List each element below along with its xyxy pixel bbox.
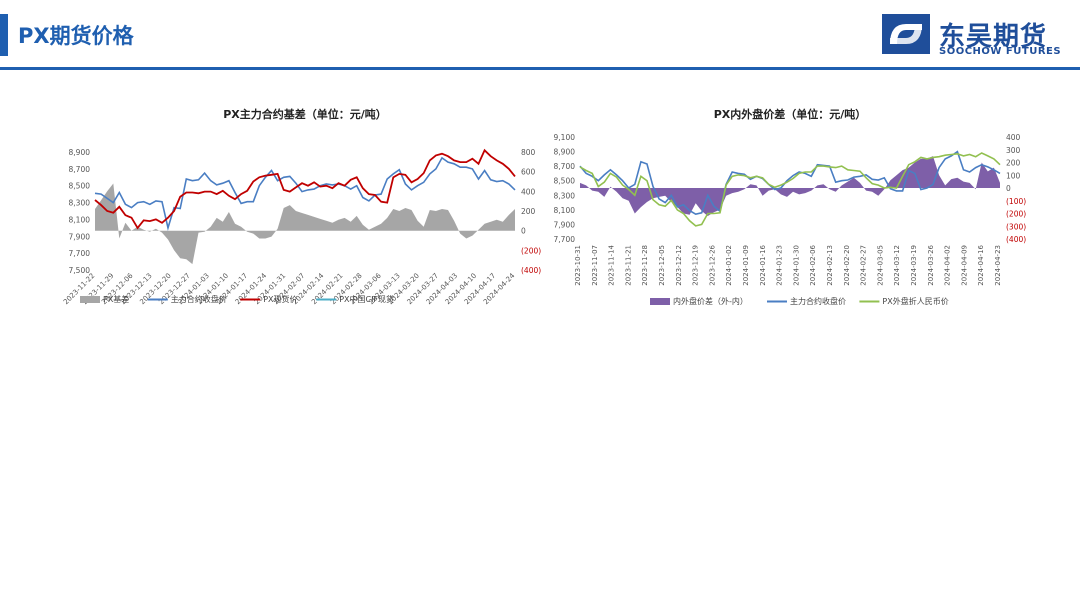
spread-chart-svg: 9,100 8,900 8,700 8,500 8,300 8,100 7,900 7,700… bbox=[554, 133, 1027, 306]
y-left-tick-label: 8,300 bbox=[69, 199, 91, 208]
x-tick-label: 2024-02-13 bbox=[826, 245, 834, 286]
logo-text-cn: 东吴期货 bbox=[939, 22, 1048, 52]
spread-chart: PX内外盘价差（单位：元/吨） 9,100 8,900 8,700 8,500 8,30… bbox=[545, 100, 1035, 315]
legend-label: PX中国CIF现货 bbox=[339, 294, 394, 304]
series-line-1 bbox=[579, 150, 1001, 216]
x-tick-label: 2023-10-31 bbox=[574, 245, 582, 286]
y-right-tick-label: (400) bbox=[521, 266, 541, 275]
y-left-tick-label: 7,900 bbox=[554, 220, 576, 229]
y-right-tick-label: 0 bbox=[521, 227, 526, 236]
x-tick-label: 2024-01-30 bbox=[792, 245, 800, 286]
basis-chart-svg: 8,900 8,700 8,500 8,300 8,100 7,900 7,700 7,500… bbox=[62, 148, 541, 306]
soochow-logo-icon bbox=[882, 14, 930, 54]
x-tick-label: 2024-04-02 bbox=[944, 245, 952, 286]
y-left-tick-label: 8,100 bbox=[69, 215, 91, 224]
logo-text-en: SOOCHOW FUTURES bbox=[939, 46, 1062, 57]
y-right-tick-label: 400 bbox=[521, 187, 536, 196]
x-tick-label: 2024-03-05 bbox=[876, 245, 884, 286]
x-tick-label: 2023-11-14 bbox=[608, 244, 616, 285]
series-line-2 bbox=[94, 148, 516, 230]
x-tick-label: 2023-12-19 bbox=[692, 245, 700, 286]
x-tick-label: 2024-03-12 bbox=[893, 245, 901, 286]
series-line-2 bbox=[579, 152, 1001, 227]
x-tick-label: 2023-11-28 bbox=[641, 245, 649, 286]
x-tick-label: 2024-02-27 bbox=[860, 245, 868, 286]
basis-chart-title: PX主力合约基差（单位：元/吨） bbox=[223, 108, 387, 121]
y-right-tick-label: (100) bbox=[1006, 197, 1026, 206]
page-header: PX期货价格 东吴期货 SOOCHOW FUTURES bbox=[0, 0, 1080, 72]
x-tick-label: 2024-01-09 bbox=[742, 245, 750, 286]
y-right-tick-label: 300 bbox=[1006, 146, 1021, 155]
y-right-tick-label: (200) bbox=[1006, 210, 1026, 219]
y-left-tick-label: 8,100 bbox=[554, 206, 576, 215]
y-left-tick-label: 8,500 bbox=[554, 177, 576, 186]
y-left-tick-label: 8,300 bbox=[554, 191, 576, 200]
legend-label: 内外盘价差（外-内） bbox=[673, 296, 748, 306]
series-area-0 bbox=[580, 156, 1000, 216]
y-left-tick-label: 7,500 bbox=[69, 266, 91, 275]
x-tick-label: 2023-11-07 bbox=[591, 245, 599, 286]
y-right-tick-label: (200) bbox=[521, 246, 541, 255]
series-line-1 bbox=[94, 156, 516, 232]
x-tick-label: 2023-11-21 bbox=[624, 245, 632, 286]
x-tick-label: 2024-04-09 bbox=[960, 245, 968, 286]
x-tick-label: 2024-04-23 bbox=[994, 245, 1002, 286]
x-tick-label: 2024-03-26 bbox=[927, 244, 935, 285]
x-tick-label: 2024-03-19 bbox=[910, 245, 918, 286]
y-right-tick-label: (400) bbox=[1006, 235, 1026, 244]
legend-swatch bbox=[80, 296, 100, 303]
x-tick-label: 2024-01-02 bbox=[725, 245, 733, 286]
legend-label: PX现货价 bbox=[263, 294, 297, 304]
x-tick-label: 2024-01-23 bbox=[776, 245, 784, 286]
y-right-tick-label: 600 bbox=[521, 168, 536, 177]
y-left-tick-label: 8,900 bbox=[554, 148, 576, 157]
y-left-tick-label: 8,500 bbox=[69, 182, 91, 191]
y-left-tick-label: 8,900 bbox=[69, 148, 91, 157]
x-tick-label: 2023-12-05 bbox=[658, 245, 666, 286]
legend-swatch bbox=[650, 298, 670, 305]
x-tick-label: 2024-02-06 bbox=[809, 244, 817, 285]
y-left-tick-label: 8,700 bbox=[69, 165, 91, 174]
y-left-tick-label: 9,100 bbox=[554, 133, 576, 142]
legend-label: 主力合约收盘价 bbox=[171, 294, 227, 304]
x-tick-label: 2024-02-20 bbox=[843, 245, 851, 286]
y-right-tick-label: 200 bbox=[521, 207, 536, 216]
y-right-tick-label: 100 bbox=[1006, 171, 1021, 180]
x-tick-label: 2023-12-26 bbox=[708, 244, 716, 285]
y-left-tick-label: 7,900 bbox=[69, 232, 91, 241]
y-right-tick-label: 400 bbox=[1006, 133, 1021, 142]
y-left-tick-label: 8,700 bbox=[554, 162, 576, 171]
x-tick-label: 2023-12-12 bbox=[675, 245, 683, 286]
page-title: PX期货价格 bbox=[18, 24, 134, 48]
basis-chart: PX主力合约基差（单位：元/吨） 8,900 8,700 8,500 8,300 8,1… bbox=[60, 100, 550, 315]
legend-label: PX外盘折人民币价 bbox=[882, 296, 948, 306]
y-left-tick-label: 7,700 bbox=[554, 235, 576, 244]
x-tick-label: 2024-01-16 bbox=[759, 244, 767, 285]
y-left-tick-label: 7,700 bbox=[69, 249, 91, 258]
series-area-0 bbox=[95, 183, 515, 265]
header-divider bbox=[0, 67, 1080, 70]
y-right-tick-label: 800 bbox=[521, 148, 536, 157]
legend-label: 主力合约收盘价 bbox=[790, 296, 846, 306]
y-right-tick-label: 200 bbox=[1006, 159, 1021, 168]
title-accent-bar bbox=[0, 14, 8, 56]
x-tick-label: 2024-04-16 bbox=[977, 244, 985, 285]
company-logo: 东吴期货 SOOCHOW FUTURES bbox=[882, 14, 1072, 60]
y-right-tick-label: 0 bbox=[1006, 184, 1011, 193]
legend-label: PX基差 bbox=[103, 294, 129, 304]
spread-chart-title: PX内外盘价差（单位：元/吨） bbox=[713, 108, 867, 121]
y-right-tick-label: (300) bbox=[1006, 222, 1026, 231]
